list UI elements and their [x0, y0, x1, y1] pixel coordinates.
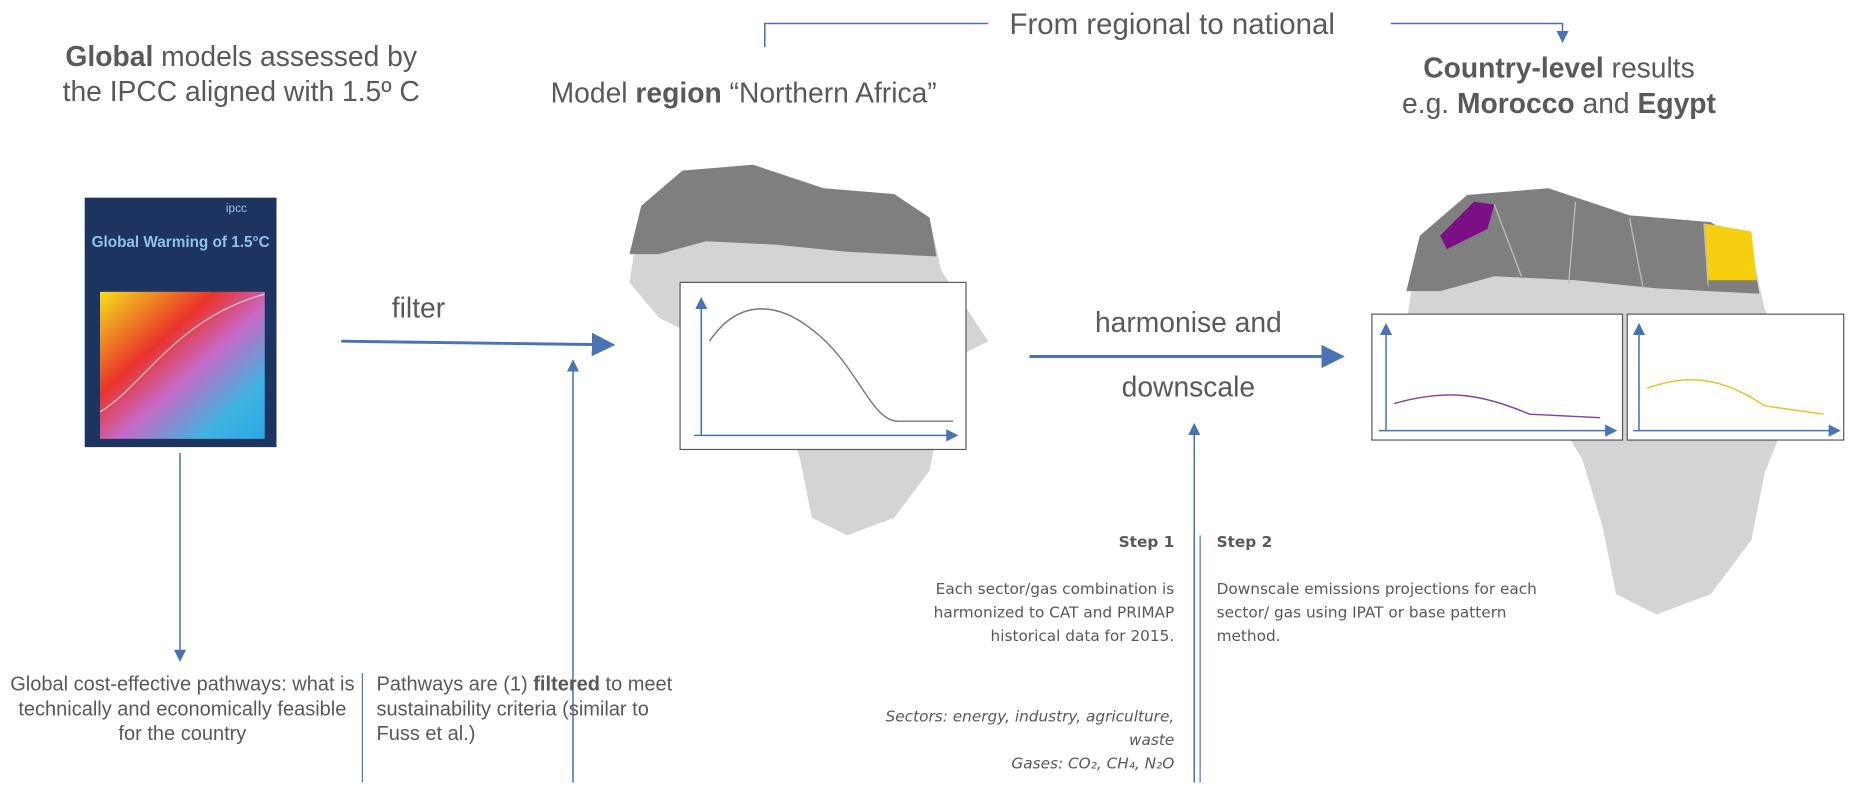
step2-text: Downscale emissions projections for each…	[1216, 581, 1537, 646]
bracket-left	[764, 22, 989, 48]
filter-note: Pathways are (1) filtered to meet sustai…	[377, 672, 689, 746]
chart-box	[1626, 313, 1845, 441]
global-heading: Global models assessed by the IPCC align…	[47, 40, 435, 111]
step1-title: Step 1	[1118, 534, 1175, 552]
text: “Northern Africa”	[721, 77, 937, 110]
bold-text: filtered	[533, 673, 600, 696]
arrow-filter	[341, 332, 616, 357]
filter-label: filter	[391, 292, 446, 325]
chart-box	[1371, 313, 1624, 441]
header-title: From regional to national	[1009, 8, 1335, 42]
bold-text: Egypt	[1637, 88, 1716, 121]
map-region	[629, 164, 989, 536]
bracket-right	[1390, 22, 1569, 44]
text: Model	[550, 77, 636, 110]
step2-title: Step 2	[1216, 534, 1273, 552]
cover-image	[100, 291, 265, 439]
morocco	[1440, 201, 1495, 250]
text: Pathways are (1)	[376, 673, 534, 696]
text: results	[1603, 52, 1695, 85]
downscale-label: harmonise and	[1094, 307, 1282, 339]
bold-text: Global	[65, 41, 154, 73]
text: e.g.	[1402, 88, 1457, 121]
text: to meet sustainability criteria (similar…	[376, 673, 673, 745]
chart-box	[679, 281, 967, 451]
downscale-label: downscale	[1121, 371, 1256, 404]
cover-title: Global Warming of 1.5°C	[91, 232, 270, 251]
text: and	[1574, 88, 1638, 121]
step1-text: Each sector/gas combination is harmonize…	[933, 581, 1175, 646]
map-countries	[1406, 188, 1820, 615]
bold-text: Morocco	[1456, 88, 1575, 121]
step1-sectors: Sectors: energy, industry, agriculture, …	[885, 708, 1175, 750]
country-heading: Country-level results e.g. Morocco and Eg…	[1318, 52, 1800, 123]
bold-text: Country-level	[1423, 52, 1604, 85]
cover-org: ipcc	[225, 202, 247, 216]
egypt	[1704, 223, 1757, 281]
region-heading: Model region “Northern Africa”	[551, 76, 937, 111]
global-note: Global cost-effective pathways: what is …	[10, 673, 355, 745]
bold-text: region	[635, 77, 722, 110]
text: models assessed by the IPCC aligned with…	[62, 41, 420, 109]
step1-gases: Gases: CO₂, CH₄, N₂O	[1011, 755, 1175, 774]
